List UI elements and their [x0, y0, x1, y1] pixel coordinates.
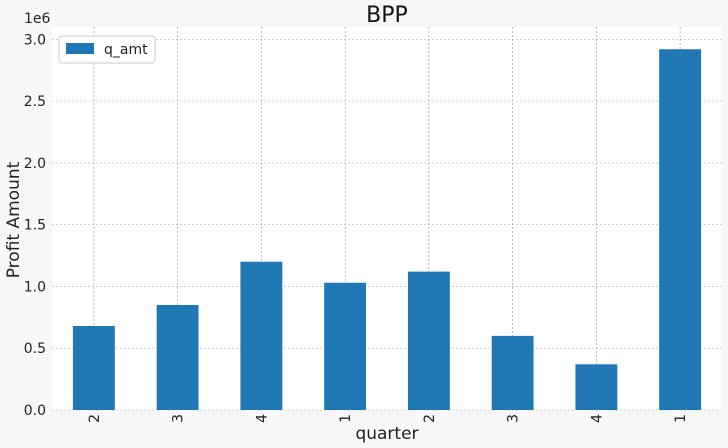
bars	[72, 27, 702, 410]
bar	[72, 325, 115, 410]
y-tick-label: 1.5	[24, 218, 46, 234]
legend-label: q_amt	[104, 42, 148, 58]
y-tick-label: 2.5	[24, 94, 46, 110]
x-tick-label: 4	[254, 414, 270, 423]
x-tick-label: 1	[338, 414, 354, 423]
x-tick-label: 1	[673, 414, 689, 423]
y-tick-label: 2.0	[24, 156, 46, 172]
bar	[491, 335, 534, 410]
legend: q_amt	[58, 35, 156, 64]
y-tick-labels: 0.0 0.5 1.0 1.5 2.0 2.5 3.0	[24, 32, 46, 419]
bar	[659, 49, 702, 410]
bar	[575, 364, 618, 410]
chart-title: BPP	[366, 3, 408, 28]
y-tick-label: 3.0	[24, 32, 46, 48]
y-tick-label: 1.0	[24, 279, 46, 295]
x-tick-label: 3	[506, 414, 522, 423]
y-axis-label: Profit Amount	[4, 161, 24, 278]
y-tick-label: 0.5	[24, 341, 46, 357]
bar	[240, 261, 283, 410]
x-tick-labels: 2 3 4 1 2 3 4 1	[87, 414, 689, 423]
y-scale-label: 1e6	[24, 11, 51, 27]
x-tick-label: 2	[422, 414, 438, 423]
x-axis-label: quarter	[355, 424, 418, 444]
legend-box	[58, 35, 156, 64]
x-tick-label: 3	[171, 414, 187, 423]
bar	[324, 282, 367, 410]
legend-swatch	[66, 43, 94, 54]
x-tick-label: 2	[87, 414, 103, 423]
x-tick-label: 4	[589, 414, 605, 423]
bar	[407, 271, 450, 410]
y-tick-label: 0.0	[24, 403, 46, 419]
bar	[156, 304, 199, 410]
plot-background	[52, 27, 722, 410]
